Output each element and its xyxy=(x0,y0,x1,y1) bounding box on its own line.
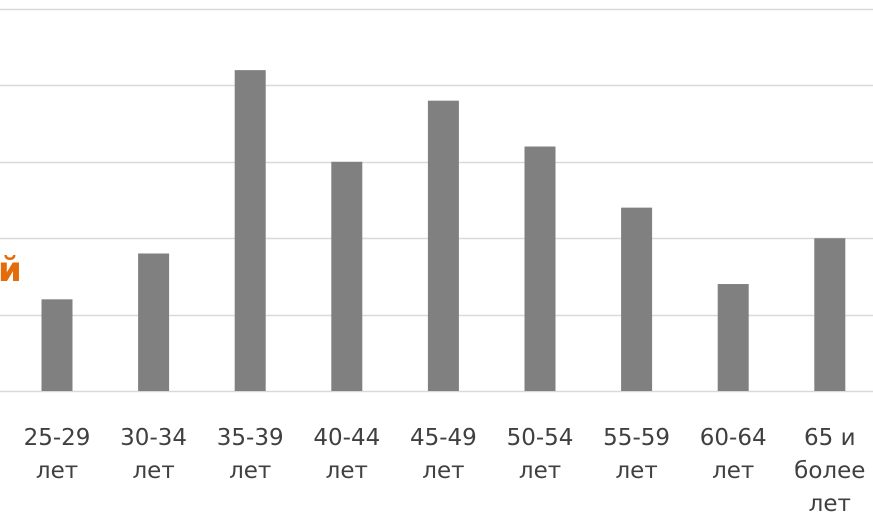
bar xyxy=(331,162,362,391)
bar xyxy=(235,70,266,391)
x-tick-label-line: 50-54 xyxy=(507,425,574,451)
x-tick-label: 65 и более лет xyxy=(794,425,865,517)
x-tick-label-line: 55-59 xyxy=(603,425,670,451)
x-tick-label-line: 40-44 xyxy=(313,425,380,451)
x-tick-label-line: лет xyxy=(422,458,464,484)
x-tick-label-line: 60-64 xyxy=(700,425,767,451)
x-axis-labels: 25-29 лет 30-34 лет 35-39 лет 40-44 лет 45-49 лет… xyxy=(24,425,866,517)
x-tick-label-line: лет xyxy=(712,458,754,484)
x-tick-label: 45-49 лет xyxy=(410,425,477,484)
x-tick-label: 25-29 лет xyxy=(24,425,91,484)
x-tick-label: 50-54 лет xyxy=(507,425,574,484)
bar xyxy=(138,253,169,391)
bar xyxy=(814,238,845,391)
x-tick-label-line: лет xyxy=(229,458,271,484)
x-tick-label-line: 25-29 xyxy=(24,425,91,451)
x-tick-label: 40-44 лет xyxy=(313,425,380,484)
x-tick-label: 30-34 лет xyxy=(120,425,187,484)
x-tick-label-line: 35-39 xyxy=(217,425,284,451)
x-tick-label-line: лет xyxy=(809,491,851,517)
x-tick-label-line: 30-34 xyxy=(120,425,187,451)
x-tick-label: 60-64 лет xyxy=(700,425,767,484)
x-tick-label: 55-59 лет xyxy=(603,425,670,484)
bar xyxy=(525,147,556,391)
x-tick-label-line: лет xyxy=(326,458,368,484)
x-tick-label: 35-39 лет xyxy=(217,425,284,484)
bar xyxy=(428,101,459,391)
bar xyxy=(718,284,749,391)
x-tick-label-line: лет xyxy=(615,458,657,484)
x-tick-label-line: 45-49 xyxy=(410,425,477,451)
x-tick-label-line: лет xyxy=(519,458,561,484)
x-tick-label-line: лет xyxy=(132,458,174,484)
bars xyxy=(42,70,846,391)
x-tick-label-line: 65 и xyxy=(804,425,856,451)
x-tick-label-line: более xyxy=(794,458,865,484)
x-tick-label-line: лет xyxy=(36,458,78,484)
bar xyxy=(621,208,652,391)
bar xyxy=(42,299,73,391)
